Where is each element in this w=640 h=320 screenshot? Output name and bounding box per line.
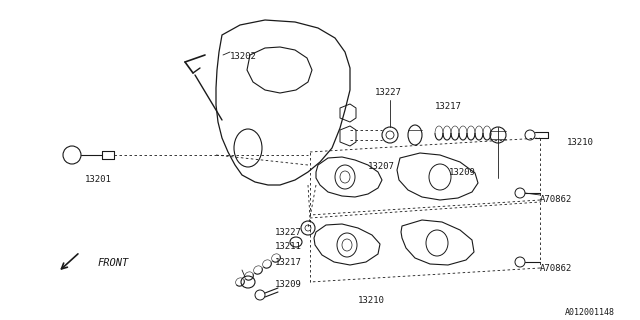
- Text: 13227: 13227: [375, 88, 402, 97]
- Text: 13209: 13209: [449, 168, 476, 177]
- Text: FRONT: FRONT: [98, 258, 129, 268]
- Text: 13217: 13217: [435, 102, 462, 111]
- Text: 13202: 13202: [230, 52, 257, 61]
- Text: A70862: A70862: [540, 195, 572, 204]
- Text: 13210: 13210: [567, 138, 594, 147]
- Text: 13201: 13201: [85, 175, 112, 184]
- Text: 13209: 13209: [275, 280, 302, 289]
- Text: 13227: 13227: [275, 228, 302, 237]
- Text: A70862: A70862: [540, 264, 572, 273]
- Text: 13210: 13210: [358, 296, 385, 305]
- Text: 13207: 13207: [368, 162, 395, 171]
- Text: 13217: 13217: [275, 258, 302, 267]
- Text: 13211: 13211: [275, 242, 302, 251]
- Text: A012001148: A012001148: [565, 308, 615, 317]
